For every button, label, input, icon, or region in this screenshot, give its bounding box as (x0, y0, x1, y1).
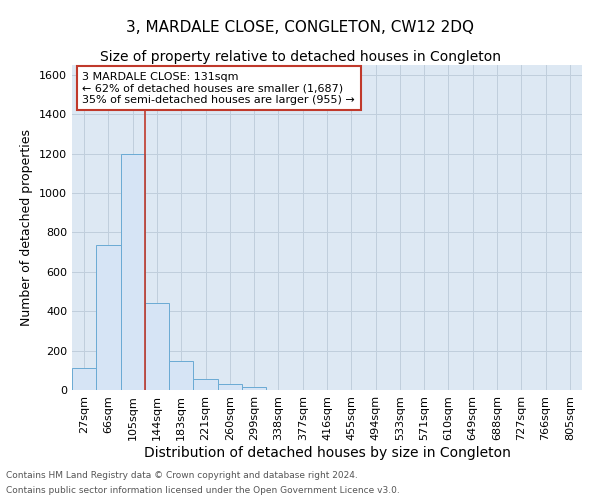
Text: 3, MARDALE CLOSE, CONGLETON, CW12 2DQ: 3, MARDALE CLOSE, CONGLETON, CW12 2DQ (126, 20, 474, 35)
Bar (193, 379, 218, 390)
X-axis label: Distribution of detached houses by size in Congleton: Distribution of detached houses by size … (143, 446, 511, 460)
Bar (121, 154, 145, 390)
Text: Contains HM Land Registry data © Crown copyright and database right 2024.: Contains HM Land Registry data © Crown c… (6, 471, 358, 480)
Bar (145, 304, 169, 390)
Text: Contains public sector information licensed under the Open Government Licence v3: Contains public sector information licen… (6, 486, 400, 495)
Bar (169, 362, 193, 390)
Bar (72, 368, 96, 390)
Bar (218, 384, 242, 390)
Text: 3 MARDALE CLOSE: 131sqm
← 62% of detached houses are smaller (1,687)
35% of semi: 3 MARDALE CLOSE: 131sqm ← 62% of detache… (82, 72, 355, 104)
Bar (242, 386, 266, 390)
Y-axis label: Number of detached properties: Number of detached properties (20, 129, 34, 326)
Bar (96, 245, 121, 390)
Text: Size of property relative to detached houses in Congleton: Size of property relative to detached ho… (100, 50, 500, 64)
